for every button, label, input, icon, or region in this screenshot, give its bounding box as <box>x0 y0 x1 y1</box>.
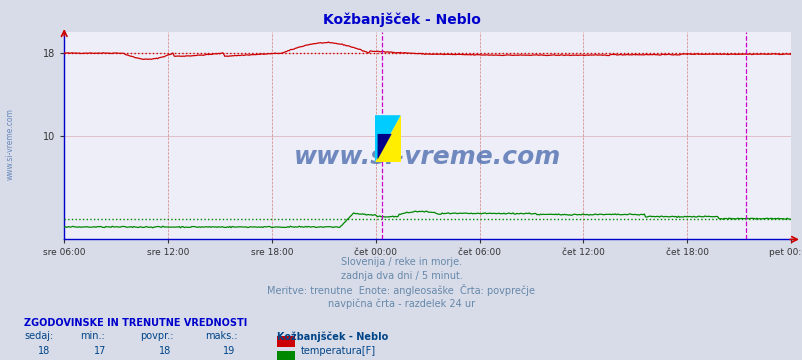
Text: zadnja dva dni / 5 minut.: zadnja dva dni / 5 minut. <box>340 271 462 281</box>
Text: 17: 17 <box>94 346 107 356</box>
Polygon shape <box>375 115 400 162</box>
Polygon shape <box>377 134 391 159</box>
Polygon shape <box>375 115 400 162</box>
Text: Kožbanjšček - Neblo: Kožbanjšček - Neblo <box>277 331 388 342</box>
Text: maks.:: maks.: <box>205 331 237 341</box>
Text: 19: 19 <box>222 346 235 356</box>
Text: Slovenija / reke in morje.: Slovenija / reke in morje. <box>341 257 461 267</box>
Text: www.si-vreme.com: www.si-vreme.com <box>294 145 561 168</box>
Text: Meritve: trenutne  Enote: angleosaške  Črta: povprečje: Meritve: trenutne Enote: angleosaške Črt… <box>267 284 535 296</box>
Text: sedaj:: sedaj: <box>24 331 53 341</box>
Text: ZGODOVINSKE IN TRENUTNE VREDNOSTI: ZGODOVINSKE IN TRENUTNE VREDNOSTI <box>24 318 247 328</box>
Text: 18: 18 <box>158 346 171 356</box>
Text: 18: 18 <box>38 346 51 356</box>
Text: www.si-vreme.com: www.si-vreme.com <box>6 108 15 180</box>
Text: Kožbanjšček - Neblo: Kožbanjšček - Neblo <box>322 13 480 27</box>
Text: povpr.:: povpr.: <box>140 331 174 341</box>
Text: min.:: min.: <box>80 331 105 341</box>
Text: navpična črta - razdelek 24 ur: navpična črta - razdelek 24 ur <box>327 298 475 309</box>
Text: temperatura[F]: temperatura[F] <box>301 346 376 356</box>
